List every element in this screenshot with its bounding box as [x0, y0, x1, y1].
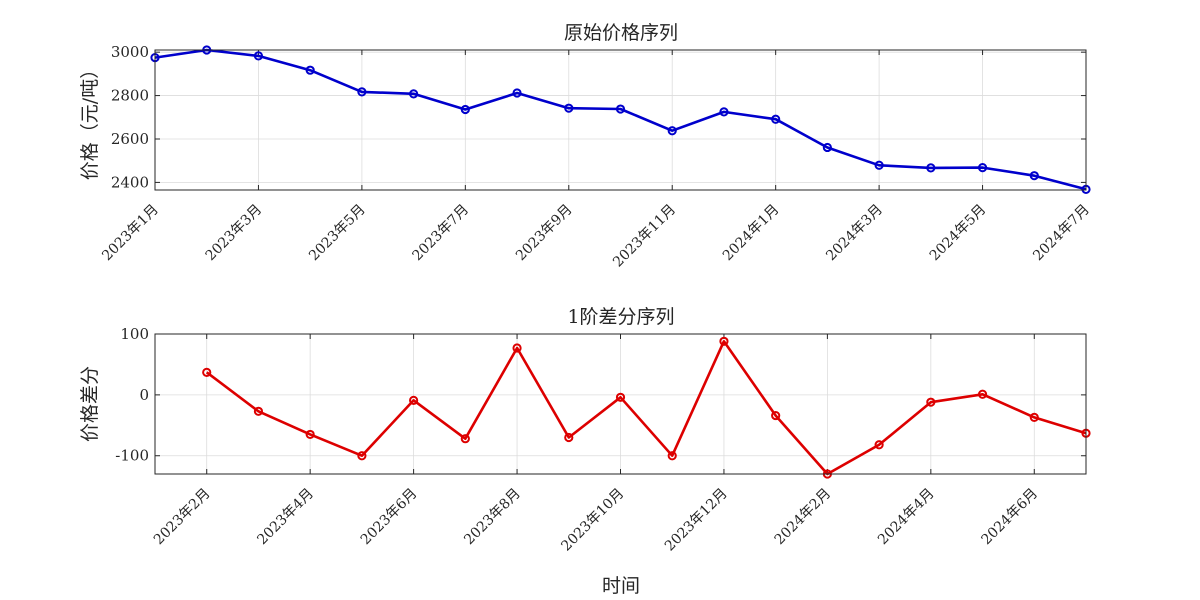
series-line	[154, 48, 1087, 191]
data-point	[409, 395, 419, 405]
data-point	[926, 397, 936, 407]
data-point	[357, 87, 367, 97]
y-tick-label: 2800	[111, 87, 149, 105]
diff-chart-title: 1阶差分序列	[567, 306, 674, 328]
data-point	[874, 440, 884, 450]
data-point	[615, 104, 626, 114]
data-point	[460, 104, 470, 115]
data-point	[719, 336, 729, 346]
data-point	[305, 429, 315, 440]
data-point	[409, 89, 419, 99]
y-tick-label: -100	[115, 447, 149, 465]
y-tick-label: 3000	[111, 43, 149, 61]
data-point	[202, 367, 212, 377]
data-point	[1029, 171, 1039, 181]
data-point	[977, 163, 988, 173]
data-point	[357, 451, 367, 461]
data-point	[822, 142, 832, 153]
y-tick-label: 100	[120, 325, 149, 343]
data-point	[719, 107, 729, 117]
price-chart-title: 原始价格序列	[564, 22, 678, 44]
data-point	[253, 51, 264, 61]
series-line	[205, 339, 1087, 476]
data-point	[977, 389, 988, 399]
data-point	[305, 65, 315, 75]
data-point	[253, 406, 264, 416]
price-chart-y-axis: 2400 2600 2800 3000	[111, 43, 1086, 191]
data-point	[926, 163, 936, 173]
price-chart-ylabel: 价格（元/吨）	[79, 60, 101, 180]
data-point	[1029, 412, 1039, 422]
data-point	[460, 434, 470, 444]
y-tick-label: 2600	[111, 130, 149, 148]
y-tick-label: 0	[139, 386, 149, 404]
diff-chart-frame	[154, 333, 1087, 475]
diff-chart-xlabel: 时间	[602, 575, 640, 597]
price-chart-frame	[154, 49, 1087, 191]
data-point	[512, 343, 522, 353]
diff-chart-series	[202, 336, 1091, 479]
data-point	[667, 126, 677, 136]
data-point	[564, 103, 574, 113]
data-point	[564, 432, 574, 443]
diff-chart-y-axis: -100 0 100	[115, 325, 1086, 465]
data-point	[771, 114, 781, 124]
diff-chart-ylabel: 价格差分	[79, 366, 101, 442]
data-point	[615, 392, 626, 402]
data-point	[771, 410, 781, 421]
data-point	[667, 451, 677, 461]
data-point	[512, 88, 522, 98]
data-point	[874, 160, 884, 170]
y-tick-label: 2400	[111, 173, 149, 191]
